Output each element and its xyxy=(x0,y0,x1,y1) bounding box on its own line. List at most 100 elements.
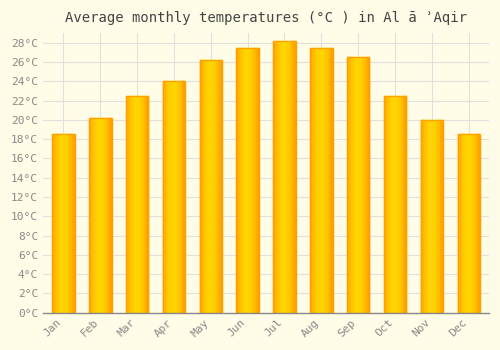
Bar xyxy=(61,134,62,313)
Bar xyxy=(176,82,177,313)
Bar xyxy=(64,134,65,313)
Bar xyxy=(179,82,180,313)
Bar xyxy=(320,48,322,313)
Bar xyxy=(387,96,388,313)
Bar xyxy=(433,120,434,313)
Bar xyxy=(280,41,282,313)
Bar xyxy=(129,96,130,313)
Bar xyxy=(142,96,143,313)
Bar xyxy=(145,96,146,313)
Bar xyxy=(384,96,406,313)
Bar xyxy=(349,57,350,313)
Bar xyxy=(214,60,216,313)
Bar xyxy=(92,118,94,313)
Bar xyxy=(478,134,480,313)
Bar xyxy=(95,118,96,313)
Bar xyxy=(131,96,132,313)
Bar xyxy=(474,134,475,313)
Bar xyxy=(354,57,356,313)
Bar xyxy=(215,60,216,313)
Bar xyxy=(56,134,58,313)
Bar xyxy=(184,82,185,313)
Bar xyxy=(52,134,74,313)
Bar xyxy=(132,96,134,313)
Bar xyxy=(282,41,284,313)
Bar xyxy=(430,120,432,313)
Bar xyxy=(353,57,354,313)
Bar xyxy=(69,134,70,313)
Bar xyxy=(56,134,57,313)
Bar xyxy=(101,118,102,313)
Bar xyxy=(398,96,399,313)
Bar xyxy=(330,48,331,313)
Bar xyxy=(352,57,354,313)
Bar xyxy=(326,48,328,313)
Bar xyxy=(209,60,210,313)
Bar xyxy=(210,60,212,313)
Bar xyxy=(320,48,321,313)
Bar xyxy=(109,118,110,313)
Bar xyxy=(364,57,366,313)
Bar xyxy=(73,134,74,313)
Bar xyxy=(275,41,276,313)
Bar xyxy=(462,134,463,313)
Bar xyxy=(424,120,425,313)
Bar xyxy=(322,48,324,313)
Bar xyxy=(292,41,294,313)
Bar xyxy=(162,82,185,313)
Bar xyxy=(181,82,182,313)
Bar xyxy=(467,134,468,313)
Bar xyxy=(386,96,387,313)
Bar xyxy=(204,60,205,313)
Bar xyxy=(310,48,332,313)
Bar xyxy=(138,96,139,313)
Bar xyxy=(170,82,171,313)
Bar xyxy=(180,82,182,313)
Bar xyxy=(317,48,318,313)
Bar xyxy=(130,96,132,313)
Bar xyxy=(350,57,351,313)
Bar xyxy=(468,134,469,313)
Bar xyxy=(276,41,278,313)
Bar xyxy=(60,134,62,313)
Bar xyxy=(347,57,348,313)
Bar xyxy=(420,120,443,313)
Bar xyxy=(428,120,429,313)
Bar xyxy=(254,48,255,313)
Bar xyxy=(472,134,474,313)
Bar xyxy=(479,134,480,313)
Bar xyxy=(166,82,168,313)
Bar xyxy=(247,48,248,313)
Bar xyxy=(279,41,280,313)
Bar xyxy=(180,82,181,313)
Bar xyxy=(426,120,428,313)
Bar xyxy=(208,60,210,313)
Bar xyxy=(389,96,390,313)
Bar xyxy=(294,41,296,313)
Bar xyxy=(106,118,107,313)
Bar xyxy=(172,82,174,313)
Bar xyxy=(400,96,401,313)
Bar xyxy=(390,96,392,313)
Bar xyxy=(356,57,358,313)
Bar xyxy=(200,60,202,313)
Bar xyxy=(403,96,404,313)
Bar xyxy=(236,48,258,313)
Bar xyxy=(91,118,92,313)
Bar xyxy=(236,48,238,313)
Bar xyxy=(126,96,128,313)
Bar xyxy=(216,60,217,313)
Bar xyxy=(391,96,392,313)
Bar xyxy=(252,48,254,313)
Bar xyxy=(106,118,108,313)
Bar xyxy=(126,96,148,313)
Bar xyxy=(331,48,332,313)
Bar xyxy=(310,48,312,313)
Bar xyxy=(425,120,426,313)
Bar xyxy=(166,82,167,313)
Bar xyxy=(89,118,90,313)
Bar xyxy=(278,41,279,313)
Bar xyxy=(216,60,218,313)
Bar xyxy=(104,118,106,313)
Bar xyxy=(63,134,64,313)
